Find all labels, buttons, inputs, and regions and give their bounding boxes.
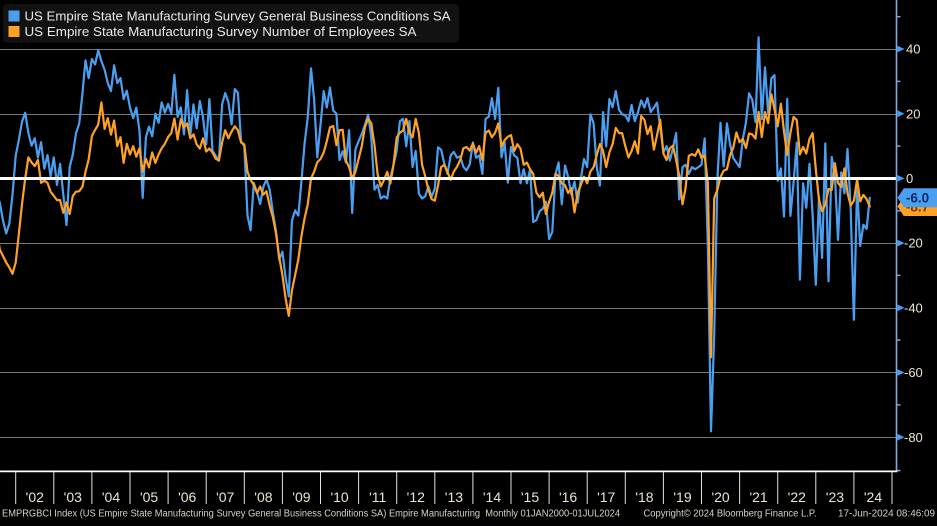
svg-text:'06: '06 xyxy=(178,489,196,505)
svg-text:'08: '08 xyxy=(254,489,272,505)
svg-text:-6.0: -6.0 xyxy=(906,191,929,206)
svg-text:'02: '02 xyxy=(26,489,44,505)
svg-text:'17: '17 xyxy=(597,489,615,505)
svg-text:'18: '18 xyxy=(635,489,653,505)
svg-text:-60: -60 xyxy=(904,365,923,380)
svg-text:'22: '22 xyxy=(788,489,806,505)
svg-text:17-Jun-2024 08:46:09: 17-Jun-2024 08:46:09 xyxy=(838,509,935,520)
svg-text:US Empire State Manufacturing: US Empire State Manufacturing Survey Num… xyxy=(25,25,418,39)
svg-text:'24: '24 xyxy=(864,489,882,505)
svg-text:US Empire State Manufacturing: US Empire State Manufacturing Survey Gen… xyxy=(25,9,452,23)
svg-text:'13: '13 xyxy=(445,489,463,505)
svg-text:'10: '10 xyxy=(330,489,348,505)
svg-text:'19: '19 xyxy=(673,489,691,505)
svg-text:'16: '16 xyxy=(559,489,577,505)
svg-text:-20: -20 xyxy=(904,236,923,251)
svg-text:Copyright© 2024 Bloomberg Fina: Copyright© 2024 Bloomberg Finance L.P. xyxy=(644,509,817,520)
svg-text:'07: '07 xyxy=(216,489,234,505)
svg-text:'23: '23 xyxy=(826,489,844,505)
svg-text:'15: '15 xyxy=(521,489,539,505)
svg-text:EMPRGBCI Index (US Empire Stat: EMPRGBCI Index (US Empire State Manufact… xyxy=(2,509,620,520)
svg-text:'20: '20 xyxy=(711,489,729,505)
svg-text:20: 20 xyxy=(906,106,920,121)
svg-text:-80: -80 xyxy=(904,430,923,445)
svg-text:'11: '11 xyxy=(369,489,386,505)
svg-text:'21: '21 xyxy=(749,489,767,505)
svg-text:'03: '03 xyxy=(64,489,82,505)
svg-text:'09: '09 xyxy=(292,489,310,505)
svg-text:'04: '04 xyxy=(102,489,120,505)
svg-text:'14: '14 xyxy=(483,489,501,505)
svg-text:0: 0 xyxy=(906,171,913,186)
svg-text:40: 40 xyxy=(906,42,920,57)
svg-text:-40: -40 xyxy=(904,300,923,315)
svg-text:'05: '05 xyxy=(140,489,158,505)
svg-text:'12: '12 xyxy=(407,489,425,505)
